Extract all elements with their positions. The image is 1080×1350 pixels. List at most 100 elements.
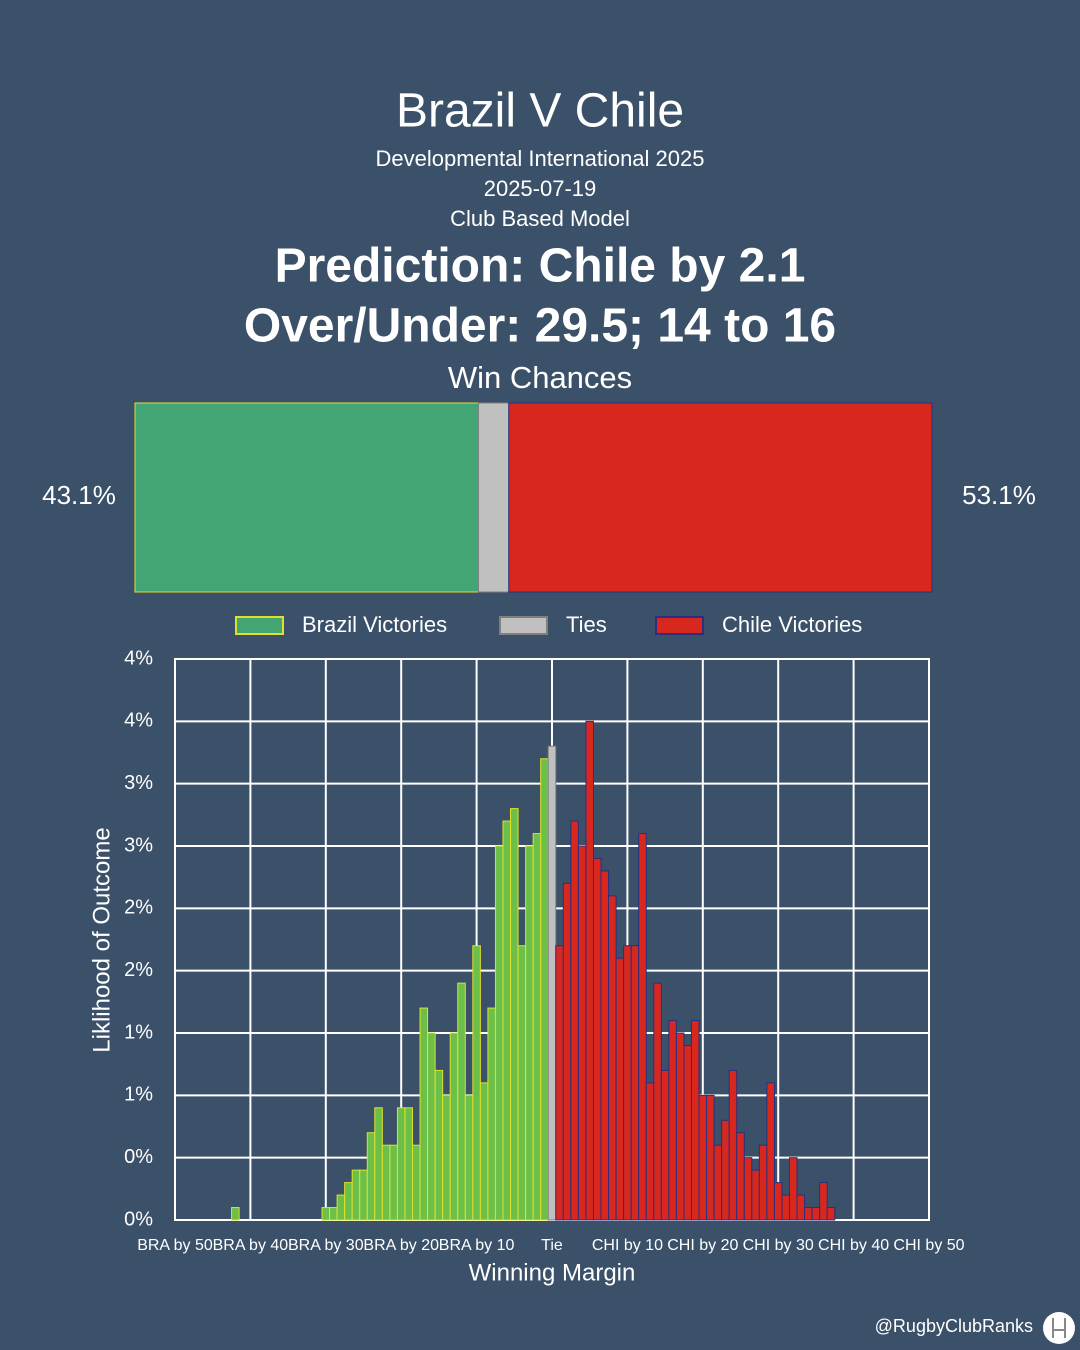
- histogram-bar: [359, 1169, 368, 1221]
- histogram-bar: [336, 1194, 346, 1221]
- histogram-bar: [615, 957, 625, 1221]
- histogram-bar: [464, 1094, 474, 1221]
- histogram-bar: [675, 1032, 685, 1221]
- title: Brazil V Chile: [396, 85, 684, 138]
- handle: @RugbyClubRanks: [875, 1316, 1033, 1336]
- legend-swatch: [235, 616, 284, 635]
- histogram-bar: [585, 720, 594, 1221]
- histogram-bar: [728, 1069, 738, 1221]
- histogram-bar: [540, 758, 549, 1221]
- histogram-bar: [683, 1044, 692, 1221]
- histogram-bar: [547, 745, 557, 1221]
- histogram-bar: [487, 1007, 496, 1221]
- histogram-bar: [623, 945, 632, 1221]
- x-tick-label: BRA by 40: [213, 1237, 289, 1254]
- y-tick-label: 4%: [124, 710, 153, 732]
- histogram-bar: [600, 870, 610, 1221]
- histogram-bar: [743, 1157, 753, 1221]
- histogram-bar: [668, 1020, 677, 1221]
- histogram-bar: [819, 1182, 828, 1221]
- y-tick-label: 3%: [124, 772, 153, 794]
- histogram-bar: [555, 945, 564, 1221]
- y-tick-label: 2%: [124, 959, 153, 981]
- histogram-bar: [706, 1094, 715, 1221]
- histogram-bar: [796, 1194, 806, 1221]
- x-tick-label: CHI by 10: [592, 1237, 663, 1254]
- histogram-bar: [638, 833, 647, 1221]
- histogram-bar: [517, 945, 527, 1221]
- model: Club Based Model: [450, 206, 630, 231]
- histogram-bar: [736, 1132, 745, 1221]
- histogram-bar: [419, 1007, 429, 1221]
- y-tick-label: 1%: [124, 1021, 153, 1043]
- y-tick-label: 2%: [124, 897, 153, 919]
- histogram-bar: [404, 1107, 414, 1221]
- histogram-bar: [321, 1207, 331, 1221]
- histogram-bar: [781, 1194, 791, 1221]
- histogram-bar: [577, 845, 587, 1221]
- histogram-bar: [690, 1020, 700, 1221]
- histogram-bar: [804, 1207, 813, 1221]
- x-tick-label: CHI by 20: [667, 1237, 738, 1254]
- x-tick-label: CHI by 40: [818, 1237, 889, 1254]
- histogram-bar: [645, 1082, 655, 1221]
- win-segment: [508, 402, 933, 593]
- histogram-bar: [751, 1169, 760, 1221]
- y-tick-label: 1%: [124, 1084, 153, 1106]
- histogram-bar: [826, 1207, 836, 1221]
- histogram-bar: [427, 1032, 436, 1221]
- histogram-bar: [608, 895, 617, 1221]
- histogram-bar: [630, 945, 640, 1221]
- x-tick-label: CHI by 30: [743, 1237, 814, 1254]
- histogram-bar: [412, 1144, 421, 1221]
- histogram-bar: [532, 833, 542, 1221]
- legend-label: Ties: [566, 612, 607, 637]
- y-tick-label: 0%: [124, 1208, 153, 1230]
- histogram-bar: [231, 1207, 240, 1221]
- histogram-bar: [374, 1107, 383, 1221]
- x-tick-label: CHI by 50: [893, 1237, 964, 1254]
- x-tick-label: BRA by 10: [439, 1237, 515, 1254]
- histogram-bar: [449, 1032, 459, 1221]
- histogram-bar: [592, 857, 602, 1221]
- date: 2025-07-19: [484, 176, 597, 201]
- histogram-bar: [351, 1169, 361, 1221]
- y-axis-title: Liklihood of Outcome: [88, 827, 115, 1052]
- histogram-bar: [381, 1144, 391, 1221]
- histogram-bar: [713, 1144, 723, 1221]
- histogram-bar: [811, 1207, 821, 1221]
- histogram-bar: [653, 982, 662, 1221]
- legend-label: Chile Victories: [722, 612, 862, 637]
- win-chances-title: Win Chances: [448, 360, 632, 395]
- histogram-bar: [366, 1132, 376, 1221]
- histogram-bar: [457, 982, 466, 1221]
- y-tick-label: 3%: [124, 834, 153, 856]
- histogram-bar: [570, 820, 579, 1221]
- legend-swatch: [655, 616, 704, 635]
- y-tick-label: 0%: [124, 1146, 153, 1168]
- histogram-bar: [766, 1082, 775, 1221]
- histogram-bar: [773, 1182, 783, 1221]
- win-segment: [478, 402, 510, 593]
- legend-swatch: [499, 616, 548, 635]
- over-under: Over/Under: 29.5; 14 to 16: [244, 300, 836, 353]
- competition: Developmental International 2025: [375, 146, 704, 171]
- histogram-bar: [494, 845, 504, 1221]
- histogram-bar: [434, 1069, 444, 1221]
- histogram-bar: [502, 820, 512, 1221]
- x-tick-label: BRA by 20: [363, 1237, 439, 1254]
- y-tick-label: 4%: [124, 647, 153, 669]
- prediction: Prediction: Chile by 2.1: [275, 240, 806, 293]
- histogram-bar: [442, 1094, 451, 1221]
- legend-label: Brazil Victories: [302, 612, 447, 637]
- histogram-bar: [344, 1182, 353, 1221]
- logo: [1043, 1312, 1075, 1344]
- win-segment: [134, 402, 480, 593]
- x-axis-title: Winning Margin: [469, 1259, 636, 1286]
- histogram-bar: [562, 882, 572, 1221]
- histogram-bar: [510, 808, 519, 1221]
- win-label: 53.1%: [962, 480, 1036, 510]
- histogram-bar: [758, 1144, 768, 1221]
- x-tick-label: BRA by 30: [288, 1237, 364, 1254]
